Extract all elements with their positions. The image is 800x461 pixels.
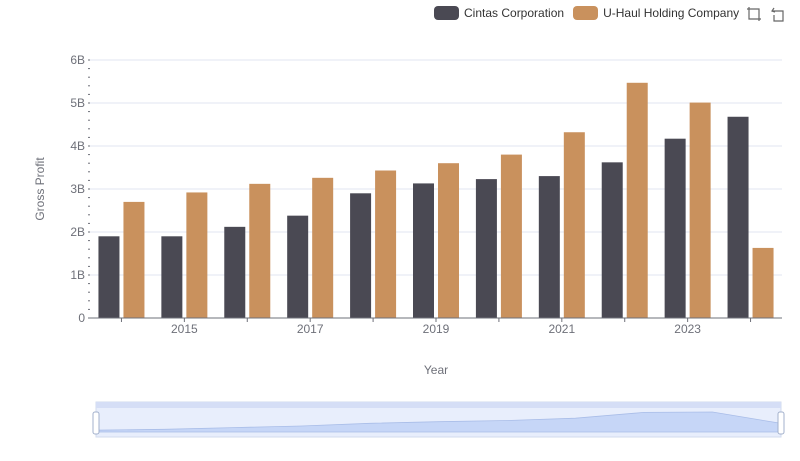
- bar-uhaul: [689, 102, 711, 318]
- y-minor-ticks: [88, 59, 90, 319]
- legend-label-cintas: Cintas Corporation: [464, 6, 565, 20]
- x-tick-label: 2019: [423, 322, 450, 336]
- legend-swatch-uhaul: [573, 6, 599, 20]
- bar-uhaul: [123, 201, 145, 318]
- bar-uhaul: [186, 192, 208, 318]
- x-ticks: 2015 2017 2019 2021 2023: [120, 318, 752, 336]
- y-tick-label: 0: [78, 311, 85, 325]
- bar-uhaul: [563, 132, 585, 318]
- bars: [98, 82, 774, 318]
- bar-cintas: [161, 236, 183, 318]
- bar-uhaul: [249, 183, 271, 318]
- legend: Cintas Corporation U-Haul Holding Compan…: [434, 4, 748, 22]
- bar-cintas: [475, 179, 497, 318]
- bar-cintas: [538, 176, 560, 318]
- bar-cintas: [350, 193, 372, 318]
- toolbox: [746, 6, 794, 22]
- slider-handle-left[interactable]: [92, 411, 100, 435]
- legend-item-cintas[interactable]: Cintas Corporation: [434, 6, 564, 20]
- bar-uhaul: [626, 82, 648, 318]
- x-axis-label: Year: [424, 363, 448, 377]
- y-tick-label: 3B: [70, 182, 85, 196]
- restore-icon[interactable]: [770, 6, 786, 22]
- bar-uhaul: [500, 154, 522, 318]
- bar-uhaul: [752, 247, 774, 318]
- y-tick-label: 1B: [70, 268, 85, 282]
- data-zoom-slider[interactable]: [92, 401, 785, 438]
- bar-cintas: [287, 215, 309, 318]
- bar-uhaul: [438, 163, 459, 318]
- y-tick-labels: 0 1B 2B 3B 4B 5B 6B: [70, 53, 85, 325]
- y-axis-label: Gross Profit: [33, 157, 47, 221]
- legend-item-uhaul[interactable]: U-Haul Holding Company: [573, 6, 739, 20]
- bar-cintas: [224, 226, 246, 318]
- x-tick-label: 2023: [674, 322, 701, 336]
- zoom-icon[interactable]: [746, 6, 762, 22]
- slider-preview-area: [95, 411, 782, 433]
- bar-cintas: [601, 162, 623, 318]
- y-tick-label: 5B: [70, 96, 85, 110]
- x-tick-label: 2021: [548, 322, 575, 336]
- bar-cintas: [727, 116, 749, 318]
- x-tick-label: 2017: [297, 322, 324, 336]
- legend-label-uhaul: U-Haul Holding Company: [603, 6, 740, 20]
- slider-handle-right[interactable]: [777, 411, 785, 435]
- bar-cintas: [98, 236, 120, 318]
- y-tick-label: 6B: [70, 53, 85, 67]
- bar-uhaul: [312, 177, 334, 318]
- y-tick-label: 4B: [70, 139, 85, 153]
- slider-top-band[interactable]: [96, 402, 781, 408]
- bar-cintas: [413, 183, 434, 318]
- legend-swatch-cintas: [434, 6, 459, 20]
- bar-uhaul: [375, 170, 397, 318]
- x-tick-label: 2015: [171, 322, 198, 336]
- bar-cintas: [664, 138, 686, 318]
- y-tick-label: 2B: [70, 225, 85, 239]
